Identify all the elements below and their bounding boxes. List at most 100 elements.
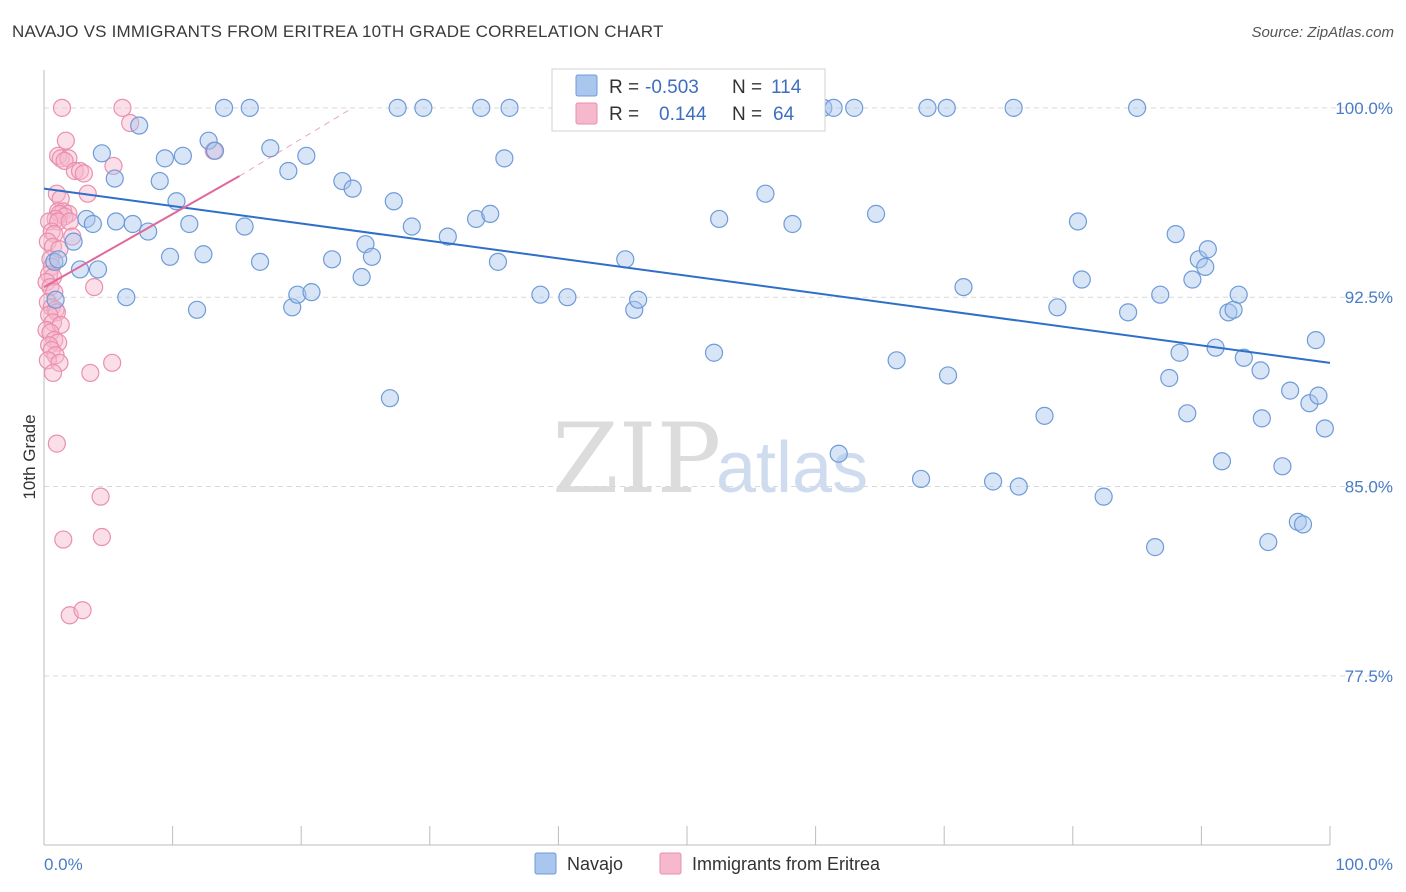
navajo-point (488, 252, 508, 271)
series-navajo (45, 98, 1334, 557)
navajo-point (1196, 257, 1215, 277)
navajo-point (279, 161, 298, 181)
navajo-point (83, 214, 102, 234)
eritrea-point (50, 353, 69, 372)
navajo-point (1009, 477, 1028, 496)
stats-r-value-eritrea: 0.144 (659, 104, 707, 125)
gridlines (44, 107, 1392, 677)
trend-lines (43, 107, 1331, 364)
navajo-point (1293, 515, 1313, 534)
navajo-point (139, 222, 158, 241)
navajo-point (302, 283, 321, 302)
navajo-point (625, 300, 644, 319)
legend-label-navajo: Navajo (567, 854, 623, 874)
eritrea-trend-line (43, 175, 240, 288)
navajo-point (240, 98, 259, 117)
navajo-point (1309, 386, 1328, 405)
watermark-atlas: atlas (716, 428, 868, 508)
eritrea-point (81, 363, 100, 383)
navajo-point (64, 232, 83, 251)
navajo-point (911, 469, 931, 489)
eritrea-point (42, 222, 61, 241)
navajo-point (92, 144, 111, 163)
navajo-point (322, 250, 342, 269)
eritrea-point (40, 336, 59, 355)
navajo-point (756, 184, 775, 203)
x-tick-label: 100.0% (1335, 855, 1393, 874)
x-tick-label: 0.0% (44, 855, 83, 874)
navajo-point (829, 444, 848, 463)
eritrea-point (51, 315, 70, 335)
stats-n-label-navajo: N = (732, 77, 762, 98)
navajo-point (937, 98, 956, 117)
navajo-point (105, 169, 124, 188)
navajo-point (49, 250, 68, 269)
eritrea-point (92, 527, 111, 547)
navajo-point (1035, 406, 1054, 425)
navajo-point (1219, 303, 1238, 322)
navajo-point (1166, 224, 1185, 244)
series-legend: Navajo Immigrants from Eritrea (534, 852, 881, 875)
navajo-point (1004, 98, 1023, 117)
legend-label-eritrea: Immigrants from Eritrea (692, 854, 881, 874)
navajo-point (150, 171, 169, 191)
navajo-point (1127, 98, 1147, 117)
navajo-point (117, 288, 136, 307)
navajo-point (1118, 303, 1138, 322)
eritrea-point (73, 601, 92, 620)
navajo-point (954, 278, 973, 297)
eritrea-point (103, 353, 122, 372)
navajo-point (1273, 457, 1292, 476)
eritrea-point (45, 283, 64, 302)
navajo-point (130, 116, 149, 135)
navajo-point (1315, 419, 1334, 438)
x-tick-labels: 0.0% 100.0% (44, 855, 1393, 874)
chart-title: NAVAJO VS IMMIGRANTS FROM ERITREA 10TH G… (12, 22, 664, 41)
eritrea-point (47, 434, 66, 453)
stats-r-value-navajo: -0.503 (645, 77, 699, 98)
navajo-point (1288, 512, 1307, 531)
navajo-point (983, 472, 1003, 491)
navajo-point (88, 260, 108, 279)
navajo-point (629, 290, 648, 309)
watermark-zip: ZIP (552, 403, 721, 515)
navajo-point (402, 217, 421, 236)
navajo-point (1234, 348, 1253, 367)
navajo-point (180, 214, 199, 234)
stats-r-label-navajo: R = (609, 77, 639, 98)
eritrea-point (85, 278, 104, 297)
navajo-point (380, 389, 400, 408)
navajo-point (155, 149, 174, 168)
navajo-point (845, 98, 864, 117)
navajo-point (106, 212, 126, 231)
navajo-point (205, 141, 225, 160)
y-axis-title: 10th Grade (20, 414, 39, 499)
legend-swatch-navajo (534, 852, 557, 875)
navajo-point (333, 171, 352, 191)
eritrea-point (74, 164, 93, 183)
navajo-point (1094, 487, 1113, 506)
y-tick-labels: 100.0% 92.5% 85.0% 77.5% (1335, 99, 1393, 686)
y-tick-label: 92.5% (1345, 288, 1393, 307)
navajo-point (250, 252, 270, 271)
stats-r-label-eritrea: R = (609, 104, 639, 125)
navajo-point (938, 366, 958, 385)
navajo-point (160, 247, 180, 266)
y-tick-label: 77.5% (1345, 667, 1393, 686)
navajo-point (1170, 343, 1189, 362)
navajo-trend-line (43, 187, 1331, 364)
stats-legend: R = -0.503 N = 114 R = 0.144 N = 64 (551, 68, 826, 132)
navajo-point (1178, 404, 1197, 423)
navajo-point (1068, 212, 1088, 231)
y-tick-label: 85.0% (1345, 478, 1393, 497)
navajo-point (1251, 361, 1270, 380)
series-immigrants-from-eritrea (37, 98, 223, 625)
navajo-point (783, 214, 802, 234)
navajo-point (1281, 381, 1300, 400)
navajo-point (710, 209, 729, 229)
navajo-point (616, 250, 635, 269)
navajo-point (704, 343, 724, 362)
navajo-point (558, 288, 577, 307)
navajo-point (1306, 331, 1325, 350)
